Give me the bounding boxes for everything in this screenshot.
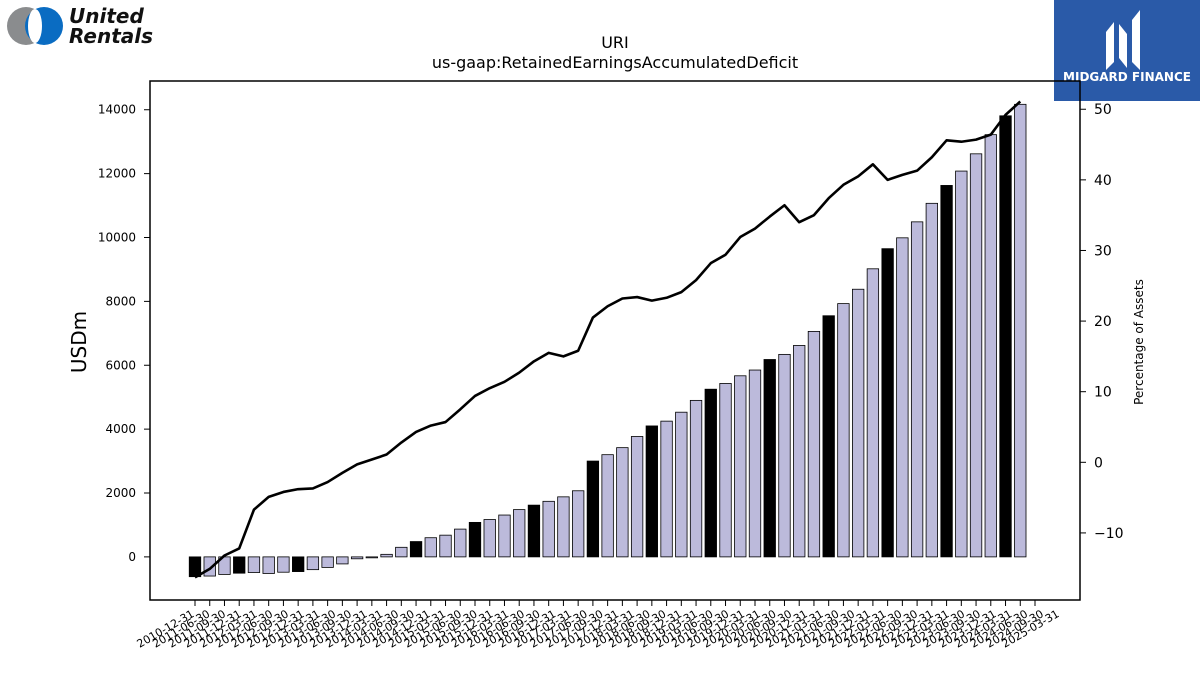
bar [822,315,835,558]
y-right-tick-label: 50 [1094,102,1112,118]
y-right-tick-label: 30 [1094,243,1112,259]
bar [969,153,983,558]
logo-line2: Rentals [69,24,153,48]
bar [675,411,688,558]
chart-title: URI [601,33,629,52]
bar [247,556,261,573]
bar [999,115,1012,558]
bar [1014,103,1027,558]
bar [778,353,791,558]
y-right-tick-label: 40 [1094,173,1112,189]
bar [601,454,614,558]
bar [852,288,865,558]
x-axis: 2010-12-312011-06-302011-09-302011-12-31… [135,600,1062,651]
bar [586,460,600,558]
united-rentals-logo: United Rentals [6,4,156,48]
bar [262,556,275,574]
bar [616,447,629,558]
y-tick-label: 6000 [105,358,136,372]
bar [925,202,938,558]
bar [689,399,703,558]
midgard-mark-mid [1119,24,1127,68]
bar [557,496,570,558]
plot-frame [149,80,1081,601]
bar [763,359,776,558]
bar [719,383,732,558]
line-layer [194,100,1022,579]
bar [350,556,364,560]
bar [896,237,909,558]
y-tick-label: 4000 [105,422,136,436]
bar [527,504,541,558]
bar [984,134,997,558]
bar [866,268,880,558]
y-axis-label: USDm [67,311,91,373]
bar [940,185,953,558]
bar [704,388,717,558]
bar [468,521,482,558]
bar [439,534,452,558]
bar [277,556,290,573]
bar [630,436,644,558]
y-right-tick-label: −10 [1094,526,1124,542]
midgard-text: MIDGARD FINANCE [1063,70,1191,84]
bar [365,556,378,559]
bar [881,248,894,558]
bar [409,541,423,558]
bar [645,425,658,558]
y-tick-label: 0 [128,550,136,564]
midgard-mark-left [1106,22,1114,70]
bar [336,556,349,565]
y-right-tick-label: 0 [1094,455,1103,471]
y-right-tick-label: 20 [1094,314,1112,330]
bar [807,330,821,558]
bar [233,556,246,574]
bar [793,345,806,558]
bar [748,369,762,558]
logo-line1: United [69,4,144,28]
y-tick-label: 8000 [105,294,136,308]
y-right-tick-label: 10 [1094,385,1112,401]
y-tick-label: 12000 [98,167,136,181]
bar [321,556,334,568]
y-tick-label: 2000 [105,486,136,500]
bar [837,303,850,558]
bar [660,420,673,558]
bar [734,375,747,558]
bar [513,509,526,558]
y-tick-label: 14000 [98,103,136,117]
y-axis-right: −10 0 10 20 30 40 50 [1080,102,1124,542]
midgard-finance-logo: MIDGARD FINANCE [1054,0,1200,101]
bar [483,519,496,558]
bar [203,556,216,577]
bar [424,537,437,558]
bar [542,500,555,558]
bar [498,514,511,558]
bar [395,546,408,558]
y-axis-left: 0 2000 4000 6000 8000 10000 12000 14000 [98,103,150,564]
bar [955,170,968,558]
bar [572,490,585,558]
bar [454,528,467,558]
bar [380,553,393,558]
midgard-mark-right [1132,10,1140,70]
y-tick-label: 10000 [98,230,136,244]
series-line [194,100,1022,579]
bars-layer [188,103,1027,578]
bar [306,556,320,571]
bar [292,556,305,572]
chart-subtitle: us-gaap:RetainedEarningsAccumulatedDefic… [432,53,798,72]
y-axis-right-label: Percentage of Assets [1132,279,1146,405]
bar [910,221,924,558]
